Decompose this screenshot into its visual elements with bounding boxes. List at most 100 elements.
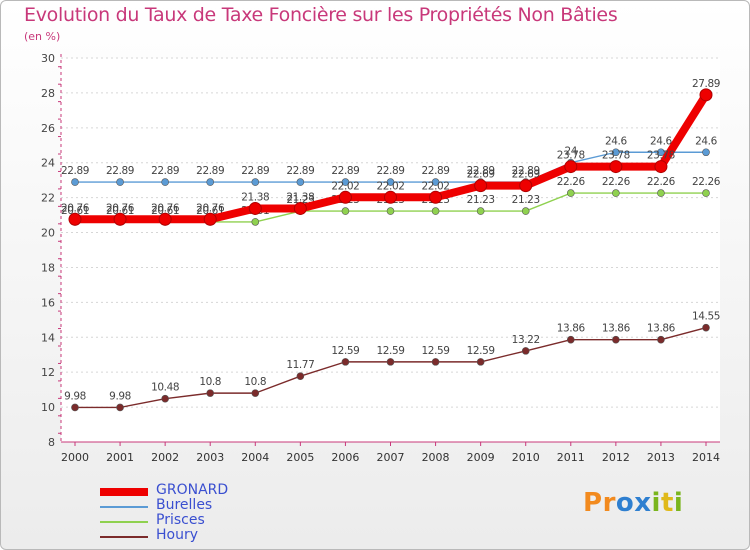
data-label-prisces: 20.61 [106,205,134,217]
data-label-gronard: 22.02 [331,180,359,192]
x-tick-label: 2010 [512,451,540,464]
data-point-burelles [431,178,440,186]
data-label-burelles: 24 [565,146,578,158]
data-point-prisces [431,207,440,215]
data-label-prisces: 22.26 [557,176,586,188]
logo-letter: r [602,488,616,518]
chart-title: Evolution du Taux de Taxe Foncière sur l… [24,4,618,26]
data-label-gronard: 20.76 [61,202,90,214]
data-point-gronard [609,160,623,174]
logo-letter: o [615,488,635,518]
y-tick-label: 18 [41,261,55,274]
data-label-houry: 13.86 [557,323,586,335]
data-label-houry: 12.59 [331,345,359,357]
data-label-houry: 10.8 [244,376,266,388]
data-point-burelles [206,178,215,186]
data-point-prisces [702,189,710,197]
data-point-prisces [566,189,575,197]
logo-letter: i [673,488,684,518]
x-tick-label: 2001 [106,451,134,464]
data-point-burelles [296,178,305,186]
data-point-gronard [248,201,262,215]
x-tick-label: 2004 [241,451,269,464]
data-label-gronard: 21.38 [241,191,269,203]
data-point-houry [71,403,79,412]
x-tick-label: 2000 [61,451,89,464]
data-label-prisces: 22.26 [692,176,721,188]
logo-letter: x [634,488,652,518]
data-label-gronard: 23.78 [557,150,585,162]
data-point-burelles [657,148,665,157]
data-point-burelles [612,148,620,157]
data-label-gronard: 20.76 [196,202,225,214]
y-tick-label: 30 [41,52,55,65]
data-label-prisces: 21.23 [512,194,540,206]
data-label-houry: 9.98 [109,390,131,402]
data-point-houry [702,323,710,332]
data-point-gronard [474,179,488,193]
legend-swatch-gronard [100,488,148,496]
data-point-prisces [341,207,350,215]
data-point-burelles [251,178,260,186]
x-tick-label: 2002 [151,451,179,464]
legend-swatch-prisces [100,521,148,523]
x-tick-label: 2003 [196,451,224,464]
y-tick-label: 22 [41,192,55,205]
y-tick-label: 24 [41,157,55,170]
y-tick-label: 28 [41,87,55,100]
y-tick-label: 8 [48,436,55,449]
data-point-gronard [564,160,578,174]
data-label-burelles: 22.89 [241,165,269,177]
data-point-gronard [429,190,443,204]
data-label-houry: 12.59 [376,345,404,357]
data-label-burelles: 22.89 [512,165,540,177]
data-label-gronard: 20.76 [151,202,180,214]
data-point-gronard [158,212,172,226]
data-point-houry [521,347,530,355]
x-tick-label: 2014 [692,451,720,464]
data-label-houry: 12.59 [467,345,495,357]
data-label-burelles: 22.89 [61,165,89,177]
data-label-gronard: 22.02 [376,180,404,192]
data-label-prisces: 22.26 [602,176,631,188]
data-label-gronard: 22.02 [422,180,450,192]
data-label-houry: 10.48 [151,382,179,394]
data-point-gronard [384,190,397,204]
data-point-gronard [293,201,307,215]
data-label-houry: 9.98 [64,390,86,402]
data-label-gronard: 27.89 [692,78,720,90]
legend-label-prisces: Prisces [156,512,205,528]
y-tick-label: 16 [41,296,55,309]
data-label-houry: 12.59 [422,345,450,357]
data-point-burelles [116,178,124,186]
data-point-gronard [68,212,82,226]
data-point-houry [612,335,620,344]
data-label-houry: 14.55 [692,311,720,323]
y-tick-label: 26 [41,122,55,135]
data-label-burelles: 22.89 [422,165,450,177]
data-label-burelles: 22.89 [196,165,224,177]
data-point-gronard [699,88,713,102]
data-point-prisces [612,189,620,197]
data-label-prisces: 20.61 [61,205,89,217]
x-tick-label: 2009 [467,451,495,464]
data-label-houry: 11.77 [286,359,314,371]
logo-letter: P [583,488,603,518]
data-point-houry [161,394,169,403]
data-point-burelles [702,148,710,157]
data-point-gronard [654,160,668,174]
data-label-houry: 10.8 [199,376,221,388]
x-tick-label: 2011 [557,451,585,464]
legend-label-gronard: GRONARD [156,482,229,498]
data-label-houry: 13.86 [647,323,676,335]
plot-area [61,58,720,442]
data-label-burelles: 22.89 [286,165,314,177]
data-label-prisces: 21.23 [467,194,495,206]
data-point-prisces [251,218,260,226]
data-label-gronard: 21.38 [286,191,314,203]
data-point-prisces [657,189,665,197]
data-label-houry: 13.86 [602,323,631,335]
data-label-burelles: 24.6 [605,135,627,147]
data-label-prisces: 20.61 [151,205,179,217]
data-label-burelles: 22.89 [467,165,495,177]
